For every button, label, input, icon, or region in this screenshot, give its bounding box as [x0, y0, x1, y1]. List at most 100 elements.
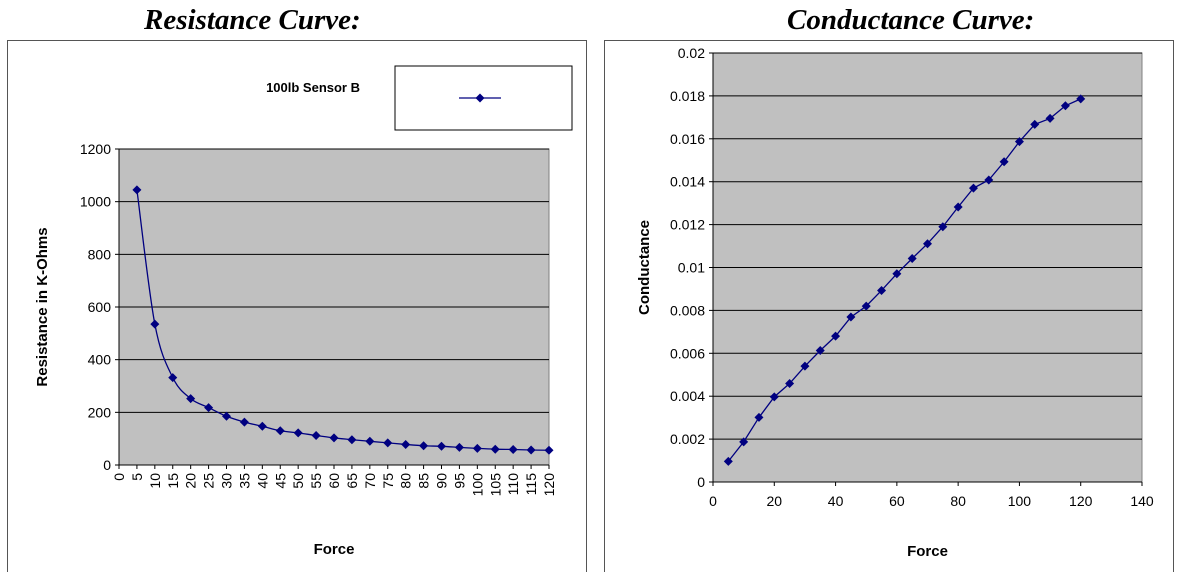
resistance-x-tick-label: 75 [380, 473, 396, 489]
resistance-x-tick-label: 45 [272, 473, 288, 489]
conductance-y-tick-label: 0.01 [678, 260, 705, 276]
resistance-legend-label: 100lb Sensor B [266, 80, 360, 95]
resistance-x-axis-title: Force [314, 541, 355, 558]
conductance-data-point [1076, 94, 1086, 104]
resistance-data-point [168, 373, 178, 383]
conductance-y-axis-title: Conductance [636, 220, 653, 315]
resistance-x-tick-label: 110 [505, 473, 521, 496]
conductance-data-point [785, 379, 795, 389]
resistance-y-tick-label: 200 [88, 404, 112, 420]
conductance-data-point [923, 239, 932, 249]
conductance-chart: 0 0.002 0.004 0.006 0.008 0.01 0.012 0.014 0.016… [636, 45, 1154, 560]
resistance-data-point [293, 428, 303, 438]
resistance-data-point [275, 426, 285, 436]
conductance-data-point [907, 253, 917, 263]
conductance-data-point [877, 285, 887, 295]
resistance-data-point [329, 433, 339, 443]
conductance-data-point [815, 346, 825, 356]
conductance-chart-panel: 0 0.002 0.004 0.006 0.008 0.01 0.012 0.014 0.016… [604, 40, 1174, 572]
resistance-y-tick-label: 0 [103, 457, 111, 473]
resistance-data-point [419, 441, 429, 451]
resistance-x-tick-label: 30 [219, 473, 235, 489]
conductance-y-tick-label: 0.018 [670, 88, 705, 104]
resistance-x-tick-label: 35 [236, 473, 252, 489]
resistance-data-point [222, 411, 231, 421]
resistance-data-point [239, 417, 249, 427]
resistance-chart-panel: 0 200 400 600 800 1000 1200 0 5 10 15 20 25 30 35 40 45 5… [7, 40, 587, 572]
conductance-x-tick-label: 120 [1069, 493, 1093, 509]
conductance-data-point [769, 392, 779, 402]
conductance-data-point [861, 301, 871, 311]
conductance-data-point [1045, 113, 1055, 123]
resistance-data-point [437, 441, 446, 451]
resistance-legend-marker [475, 93, 485, 103]
conductance-data-point [1060, 101, 1070, 111]
conductance-series-line [727, 98, 1081, 462]
resistance-y-axis-title: Resistance in K-Ohms [34, 227, 51, 386]
resistance-data-point [508, 444, 518, 454]
resistance-y-tick-label: 600 [88, 299, 112, 315]
resistance-data-point [383, 438, 393, 448]
resistance-data-point [150, 319, 160, 329]
conductance-y-tick-label: 0.004 [670, 388, 705, 404]
conductance-x-tick-label: 0 [709, 493, 717, 509]
conductance-y-tick-label: 0 [697, 474, 705, 490]
resistance-x-tick-label: 115 [523, 473, 539, 496]
resistance-data-point [347, 435, 357, 445]
conductance-data-point [938, 222, 948, 232]
conductance-data-point [1030, 119, 1040, 129]
conductance-y-tick-label: 0.008 [670, 302, 705, 318]
conductance-y-tick-label: 0.012 [670, 217, 705, 233]
resistance-x-tick-label: 0 [111, 473, 127, 481]
resistance-data-point [257, 421, 267, 431]
resistance-data-point [544, 445, 554, 455]
conductance-data-point [999, 157, 1009, 167]
resistance-data-point [454, 442, 464, 452]
conductance-data-point [1014, 137, 1024, 147]
resistance-x-tick-label: 90 [434, 473, 450, 489]
conductance-data-point [968, 183, 978, 193]
conductance-y-tick-label: 0.014 [670, 174, 705, 190]
resistance-data-point [186, 394, 196, 404]
conductance-x-tick-label: 80 [950, 493, 966, 509]
conductance-x-tick-label: 40 [828, 493, 844, 509]
resistance-x-tick-label: 10 [147, 473, 163, 489]
conductance-data-point [754, 412, 764, 422]
conductance-data-point [846, 312, 856, 322]
conductance-y-tick-label: 0.002 [670, 431, 705, 447]
resistance-data-point [365, 436, 375, 446]
resistance-y-tick-label: 1200 [80, 141, 111, 157]
conductance-x-tick-label: 140 [1130, 493, 1154, 509]
resistance-x-tick-label: 105 [487, 473, 503, 497]
resistance-x-tick-label: 80 [398, 473, 414, 489]
conductance-heading: Conductance Curve: [787, 4, 1035, 36]
resistance-y-tick-label: 400 [88, 352, 112, 368]
resistance-data-point [401, 439, 411, 449]
conductance-y-tick-label: 0.02 [678, 45, 705, 61]
resistance-data-point [204, 403, 214, 413]
conductance-data-point [800, 361, 810, 371]
resistance-data-point [311, 431, 321, 441]
resistance-x-tick-label: 40 [254, 473, 270, 489]
resistance-x-tick-label: 20 [183, 473, 199, 489]
resistance-x-tick-label: 85 [416, 473, 432, 489]
resistance-y-tick-label: 1000 [80, 194, 111, 210]
resistance-x-tick-label: 15 [165, 473, 181, 489]
resistance-x-tick-label: 120 [541, 473, 557, 497]
conductance-x-tick-label: 20 [766, 493, 782, 509]
resistance-data-point [472, 443, 482, 453]
resistance-x-tick-label: 95 [451, 473, 467, 489]
conductance-data-point [723, 456, 733, 466]
resistance-x-tick-label: 5 [129, 473, 145, 481]
conductance-data-point [831, 331, 841, 341]
resistance-x-tick-label: 55 [308, 473, 324, 489]
conductance-x-tick-label: 60 [889, 493, 905, 509]
resistance-x-tick-label: 70 [362, 473, 378, 489]
resistance-data-point [490, 444, 500, 454]
resistance-x-tick-label: 65 [344, 473, 360, 489]
conductance-y-tick-label: 0.016 [670, 131, 705, 147]
resistance-x-tick-label: 100 [469, 473, 485, 497]
resistance-data-point [132, 185, 142, 195]
resistance-x-tick-label: 25 [201, 473, 217, 489]
resistance-y-tick-label: 800 [88, 246, 112, 262]
